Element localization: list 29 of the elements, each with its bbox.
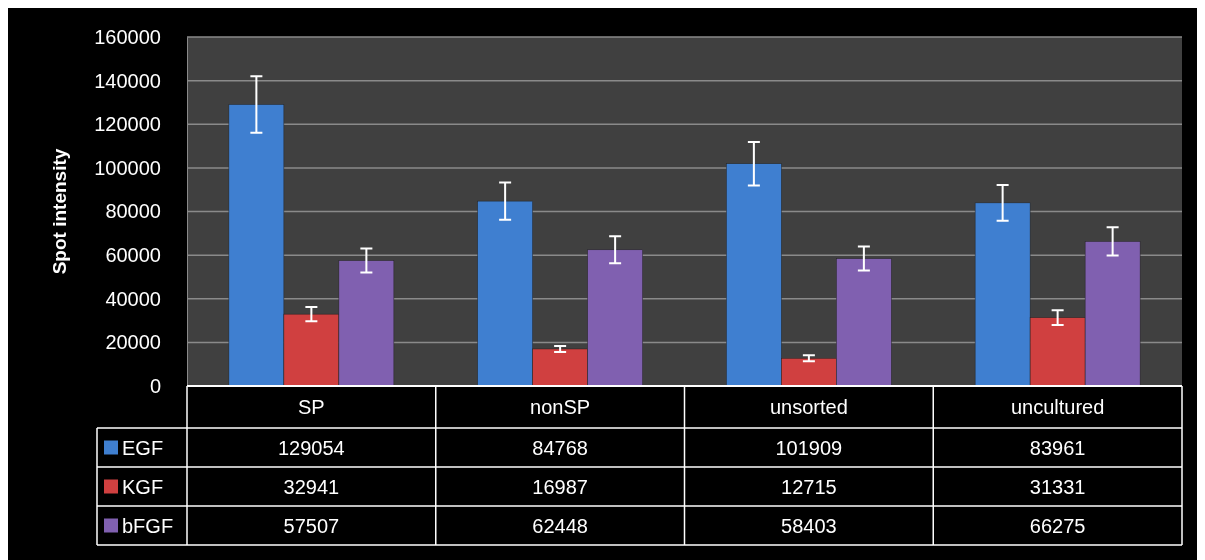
y-tick-label: 120000 (94, 113, 161, 136)
x-tick-label: unsorted (769, 396, 848, 418)
y-tick-label: 20000 (105, 331, 161, 354)
y-tick-label: 80000 (105, 200, 161, 223)
data-label: 83961 (1029, 436, 1086, 459)
x-tick-label: SP (298, 396, 325, 418)
data-label: 32941 (283, 475, 340, 498)
data-label: 16987 (532, 475, 588, 498)
legend-label: KGF (122, 475, 164, 498)
y-tick-label: 0 (149, 374, 161, 397)
data-label: 58403 (781, 514, 837, 537)
data-label: 66275 (1029, 514, 1086, 537)
y-tick-label: 100000 (94, 156, 161, 179)
y-tick-label: 40000 (105, 287, 161, 310)
x-tick-label: uncultured (1010, 396, 1105, 418)
data-label: 57507 (283, 514, 340, 537)
y-tick-label: 60000 (105, 244, 161, 267)
data-label: 31331 (1029, 475, 1086, 498)
y-tick-label: 160000 (94, 25, 161, 48)
data-label: 12715 (781, 475, 837, 498)
data-label: 129054 (278, 436, 345, 459)
legend-label: bFGF (122, 514, 174, 537)
data-label: 62448 (532, 514, 588, 537)
data-label: 84768 (532, 436, 588, 459)
legend-label: EGF (122, 436, 164, 459)
y-tick-label: 140000 (94, 69, 161, 92)
y-axis-title: Spot intensity (49, 148, 70, 275)
data-label: 101909 (775, 436, 843, 459)
x-tick-label: nonSP (530, 396, 591, 418)
